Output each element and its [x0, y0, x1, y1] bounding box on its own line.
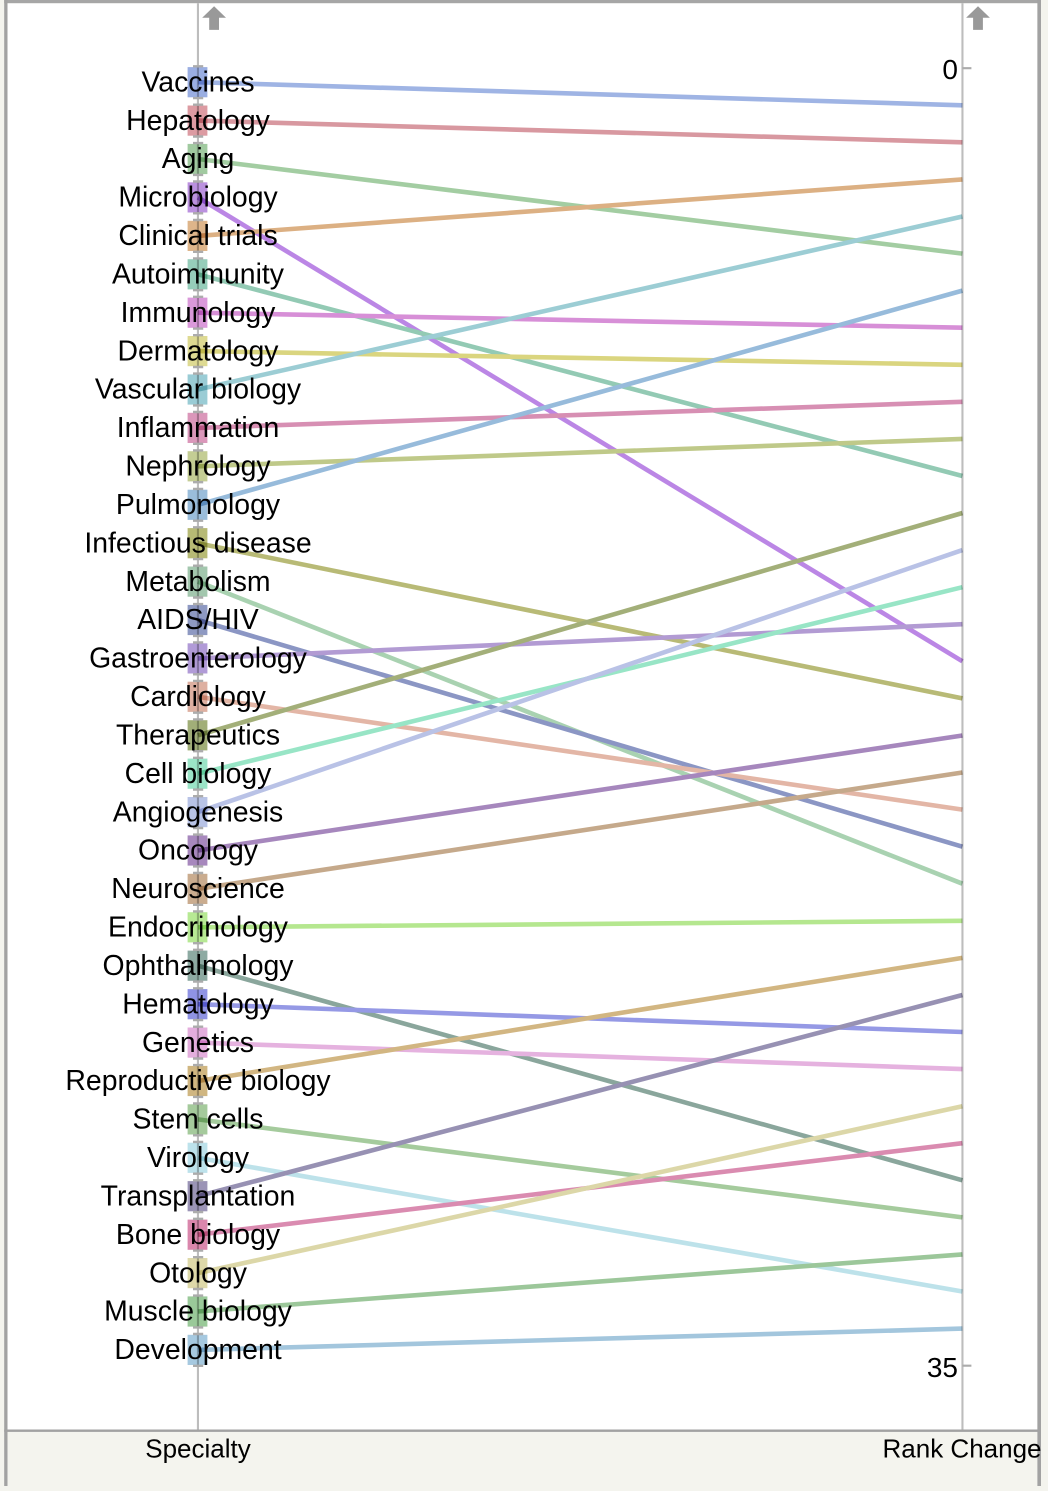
svg-text:Microbiology: Microbiology [118, 182, 278, 214]
svg-text:Genetics: Genetics [142, 1027, 254, 1059]
svg-text:Inflammation: Inflammation [117, 412, 280, 444]
svg-text:Muscle biology: Muscle biology [104, 1296, 293, 1328]
svg-text:Nephrology: Nephrology [125, 451, 271, 483]
svg-text:Immunology: Immunology [121, 297, 276, 329]
svg-text:Hematology: Hematology [122, 988, 274, 1020]
svg-text:Clinical trials: Clinical trials [118, 220, 277, 252]
svg-text:Angiogenesis: Angiogenesis [113, 796, 283, 828]
svg-text:Infectious disease: Infectious disease [84, 527, 311, 559]
svg-text:Bone biology: Bone biology [116, 1219, 281, 1251]
svg-text:Otology: Otology [149, 1257, 248, 1289]
svg-text:Gastroenterology: Gastroenterology [89, 643, 308, 675]
svg-text:Aging: Aging [162, 143, 235, 175]
svg-text:AIDS/HIV: AIDS/HIV [137, 604, 259, 636]
svg-text:Vaccines: Vaccines [141, 66, 254, 98]
svg-text:Transplantation: Transplantation [101, 1180, 296, 1212]
svg-text:Specialty: Specialty [145, 1434, 251, 1464]
svg-text:Virology: Virology [147, 1142, 250, 1174]
svg-text:Rank Change: Rank Change [883, 1434, 1042, 1464]
svg-text:Stem cells: Stem cells [133, 1104, 264, 1136]
svg-text:Metabolism: Metabolism [125, 566, 270, 598]
svg-text:Neuroscience: Neuroscience [111, 873, 285, 905]
svg-text:35: 35 [927, 1352, 958, 1383]
svg-text:Oncology: Oncology [138, 835, 259, 867]
svg-text:Hepatology: Hepatology [126, 105, 270, 137]
svg-text:Autoimmunity: Autoimmunity [112, 259, 285, 291]
svg-text:Ophthalmology: Ophthalmology [103, 950, 295, 982]
svg-text:Vascular biology: Vascular biology [95, 374, 302, 406]
svg-text:Development: Development [114, 1334, 281, 1366]
svg-text:Reproductive biology: Reproductive biology [65, 1065, 331, 1097]
svg-text:0: 0 [942, 54, 958, 85]
svg-text:Dermatology: Dermatology [118, 335, 280, 367]
svg-text:Endocrinology: Endocrinology [108, 912, 289, 944]
svg-text:Cell biology: Cell biology [125, 758, 273, 790]
svg-text:Therapeutics: Therapeutics [116, 720, 280, 752]
svg-text:Pulmonology: Pulmonology [116, 489, 281, 521]
svg-text:Cardiology: Cardiology [130, 681, 267, 713]
